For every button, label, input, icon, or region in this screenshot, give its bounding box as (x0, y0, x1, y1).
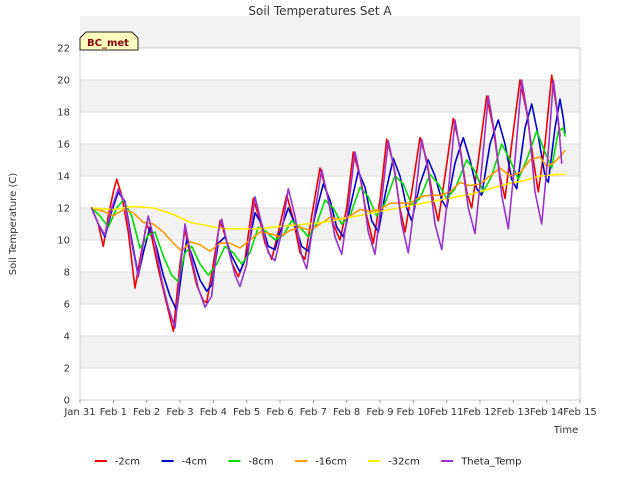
y-axis-ticks: 0 2 4 6 8 10 12 14 16 18 20 22 (57, 44, 70, 407)
legend-item: Theta_Temp (441, 457, 522, 468)
y-tick-label: 0 (64, 396, 70, 407)
x-tick-label: Feb 8 (333, 407, 360, 418)
legend-label: -16cm (315, 457, 347, 468)
y-tick-label: 18 (57, 108, 70, 119)
y-tick-label: 6 (64, 300, 70, 311)
legend-label: -32cm (388, 457, 420, 468)
x-tick-label: Jan 31 (63, 407, 95, 418)
background-band (80, 16, 580, 48)
x-tick-label: Feb 13 (497, 407, 531, 418)
x-axis-ticks: Jan 31 Feb 1 Feb 2 Feb 3 Feb 4 Feb 5 Feb 6 Feb … (63, 400, 597, 418)
legend-item: -2cm (94, 457, 140, 468)
x-tick-label: Feb 4 (200, 407, 227, 418)
y-tick-label: 2 (64, 364, 70, 375)
legend-item: -8cm (228, 457, 274, 468)
background-band (80, 80, 580, 112)
series-line-4cm (90, 98, 566, 312)
series-line-thetatemp (90, 79, 563, 329)
series-lines (90, 74, 566, 333)
x-tick-label: Feb 6 (266, 407, 293, 418)
legend-item: -4cm (161, 457, 207, 468)
badge-shape (79, 31, 139, 51)
chart-title: Soil Temperatures Set A (248, 4, 392, 18)
y-tick-label: 10 (57, 236, 70, 247)
x-tick-label: Feb 2 (133, 407, 160, 418)
x-tick-label: Feb 9 (366, 407, 393, 418)
x-tick-label: Feb 15 (563, 407, 597, 418)
legend-label: -4cm (182, 457, 207, 468)
y-tick-label: 14 (57, 172, 70, 183)
legend: -2cm -4cm -8cm -16cm -32cm Theta_Temp (94, 457, 522, 468)
y-tick-label: 4 (64, 332, 70, 343)
x-tick-label: Feb 14 (530, 407, 564, 418)
y-tick-label: 8 (64, 268, 70, 279)
x-tick-label: Feb 12 (463, 407, 497, 418)
legend-item: -32cm (368, 457, 420, 468)
x-tick-label: Feb 3 (166, 407, 193, 418)
x-tick-label: Feb 1 (100, 407, 127, 418)
y-tick-label: 12 (57, 204, 70, 215)
series-line-8cm (90, 127, 566, 283)
x-tick-label: Feb 10 (397, 407, 431, 418)
x-axis-title: Time (553, 425, 578, 436)
series-line-32cm (90, 173, 566, 230)
y-axis-title: Soil Temperature (C) (8, 173, 19, 276)
y-tick-label: 22 (57, 44, 70, 55)
legend-item: -16cm (295, 457, 347, 468)
station-badge: BC_met (79, 31, 139, 51)
legend-label: Theta_Temp (460, 457, 521, 468)
legend-label: -2cm (115, 457, 140, 468)
x-tick-label: Feb 7 (300, 407, 327, 418)
legend-label: -8cm (248, 457, 273, 468)
badge-label: BC_met (87, 38, 129, 49)
plot-frame (79, 47, 581, 401)
x-tick-label: Feb 11 (430, 407, 464, 418)
background-band (80, 272, 580, 304)
y-tick-label: 16 (57, 140, 70, 151)
y-tick-label: 20 (57, 76, 70, 87)
x-tick-label: Feb 5 (233, 407, 260, 418)
background-band (80, 336, 580, 368)
